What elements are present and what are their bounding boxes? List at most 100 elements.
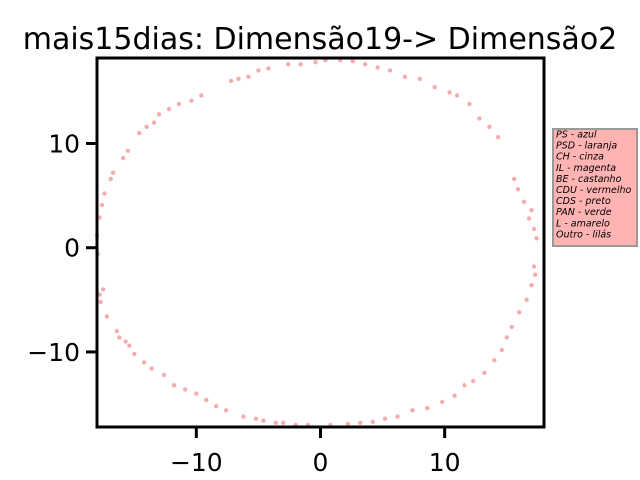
data-point [410,408,415,413]
data-point [204,397,209,403]
data-point [273,420,278,425]
data-point [462,383,467,388]
data-point [120,155,126,161]
legend-entry: L - amarelo [556,218,610,229]
data-point [98,299,103,305]
data-point [387,68,393,73]
data-point [482,370,487,375]
data-point [529,208,534,213]
data-point [471,378,476,384]
data-point [432,85,437,90]
data-point [125,148,131,153]
data-point [142,360,147,365]
data-point [199,93,204,98]
data-point [515,187,521,192]
data-point [395,414,400,419]
legend-entry: CDS - preto [556,196,611,207]
data-point [531,226,537,232]
data-point [266,66,271,71]
data-point [183,387,188,392]
plot-background [97,58,544,427]
data-point [526,216,532,221]
data-point [236,76,241,82]
plot-area [94,56,546,429]
data-point [214,404,219,409]
legend-entry: BE - castanho [556,174,622,185]
data-point [132,351,137,357]
legend-entry: PSD - laranja [556,141,617,152]
data-point [223,408,229,413]
data-point [509,324,514,330]
x-tick-label: 0 [313,448,329,477]
data-point [492,358,497,363]
data-point [495,135,501,140]
data-point [127,343,132,348]
data-point [467,101,472,107]
data-point [529,283,534,288]
data-point [137,130,142,136]
data-point [261,418,266,423]
y-tick-label: 10 [48,129,80,158]
data-point [524,297,529,302]
data-point [521,199,527,204]
data-point [517,310,522,315]
data-point [156,112,162,117]
data-point [241,414,246,419]
legend-box [552,128,638,247]
data-point [370,419,375,424]
y-tick-label: 0 [64,234,80,263]
data-point [256,68,261,73]
data-point [102,191,107,196]
data-point [382,416,388,421]
x-tick-label: 10 [429,448,461,477]
data-point [345,421,350,427]
data-point [99,202,105,208]
data-point [194,391,199,396]
legend-entry: PAN - verde [556,207,612,218]
y-axis: −10 0 10 [27,129,97,367]
data-point [246,74,251,80]
data-point [402,74,408,80]
legend-entry: PS - azul [556,130,597,141]
legend-entry: CH - cinza [556,152,604,163]
data-point [313,60,318,65]
data-point [123,339,128,344]
data-point [447,90,452,95]
data-point [425,406,430,411]
data-point [358,420,363,425]
data-point [149,366,154,371]
data-point [534,236,539,241]
data-point [477,116,482,121]
data-point [350,58,355,64]
legend-entry: Outro - lilás [556,229,611,240]
data-points [94,57,539,428]
y-tick-label: −10 [27,338,80,367]
data-point [531,264,537,269]
data-point [151,120,157,125]
data-point [512,176,517,182]
data-point [104,314,110,319]
data-point [161,372,167,378]
data-point [363,62,368,67]
data-point [452,393,457,398]
data-point [454,93,460,98]
x-axis: −10 0 10 [170,427,461,477]
data-point [101,287,106,292]
data-point [253,416,259,421]
data-point [108,176,113,182]
data-point [117,335,122,340]
data-point [110,170,116,175]
data-point [286,62,291,67]
chart-title: mais15dias: Dimensão19-> Dimensão2 [23,22,618,57]
data-point [171,383,177,388]
data-point [189,98,194,103]
x-tick-label: −10 [170,448,223,477]
data-point [417,76,422,82]
data-point [144,124,149,129]
data-point [375,65,380,70]
data-point [228,78,234,84]
data-point [440,399,445,405]
